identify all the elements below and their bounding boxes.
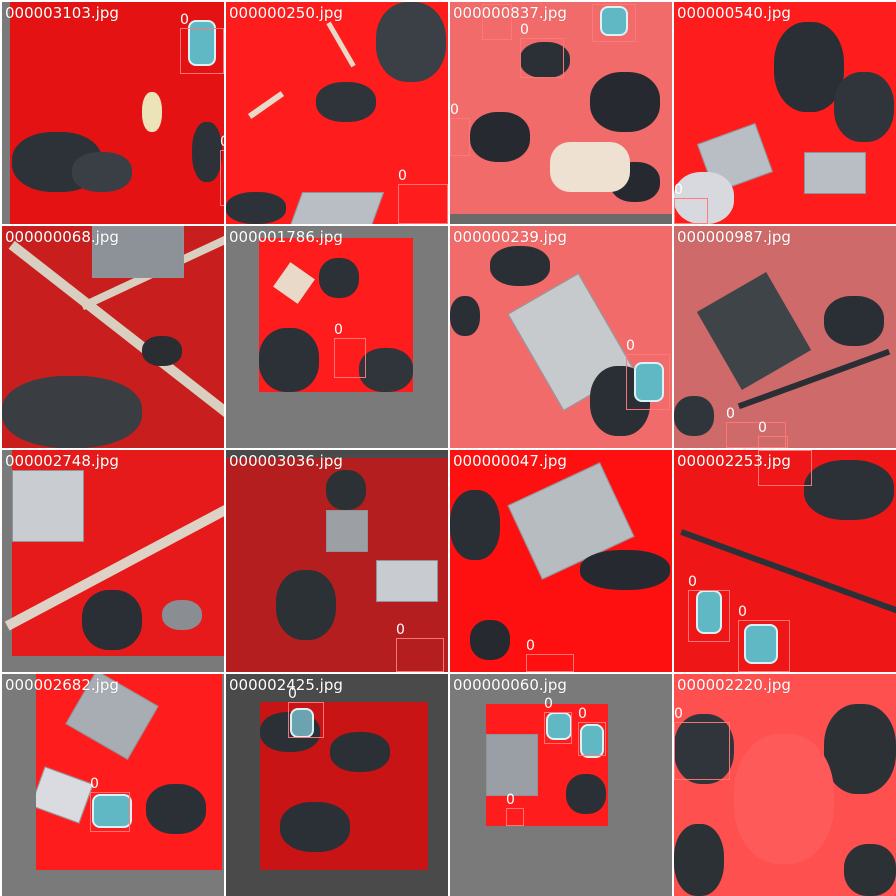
bounding-box-icon: 0: [544, 696, 572, 744]
tile-filename: 000000060.jpg: [453, 676, 567, 694]
box-label: 0: [90, 776, 99, 792]
tile-000002253[interactable]: 000002253.jpg 0 0 0: [674, 450, 896, 672]
bounding-box-icon: 0: [674, 706, 730, 780]
tile-000002682[interactable]: 000002682.jpg 0: [2, 674, 224, 896]
tile-000000540[interactable]: 000000540.jpg 0: [674, 2, 896, 224]
box-label: 0: [738, 604, 747, 620]
tile-filename: 000003036.jpg: [229, 452, 343, 470]
tile-filename: 000002682.jpg: [5, 676, 119, 694]
bounding-box-icon: 0: [738, 604, 790, 672]
bounding-box-icon: 0: [758, 420, 788, 448]
bounding-box-icon: 0: [334, 322, 366, 378]
box-label: 0: [726, 406, 735, 422]
tile-filename: 000000540.jpg: [677, 4, 791, 22]
tile-filename: 000000068.jpg: [5, 228, 119, 246]
box-label: 0: [592, 2, 601, 4]
box-label: 0: [334, 322, 343, 338]
bounding-box-icon: 0: [398, 168, 448, 224]
bounding-box-icon: 0: [688, 574, 730, 642]
bounding-box-icon: 0: [526, 638, 574, 672]
bounding-box-icon: 0: [626, 338, 670, 410]
tile-000002748[interactable]: 000002748.jpg: [2, 450, 224, 672]
box-label: 0: [396, 622, 405, 638]
box-label: 0: [482, 2, 491, 4]
tile-filename: 000002425.jpg: [229, 676, 343, 694]
tile-000003036[interactable]: 000003036.jpg 0: [226, 450, 448, 672]
tile-filename: 000000250.jpg: [229, 4, 343, 22]
tile-000000060[interactable]: 000000060.jpg 0 0 0: [450, 674, 672, 896]
bounding-box-icon: 0: [180, 12, 224, 74]
bounding-box-icon: 0: [288, 686, 324, 738]
tile-000002425[interactable]: 000002425.jpg 0: [226, 674, 448, 896]
bounding-box-icon: 0: [450, 102, 470, 156]
tile-000000068[interactable]: 000000068.jpg: [2, 226, 224, 448]
box-label: 0: [688, 574, 697, 590]
box-label: 0: [288, 686, 297, 702]
tile-filename: 000000987.jpg: [677, 228, 791, 246]
box-label: 0: [544, 696, 553, 712]
box-label: 0: [450, 102, 459, 118]
tile-filename: 000002253.jpg: [677, 452, 791, 470]
tile-filename: 000002748.jpg: [5, 452, 119, 470]
tile-filename: 000003103.jpg: [5, 4, 119, 22]
box-label: 0: [520, 22, 529, 38]
bounding-box-icon: 0: [220, 134, 224, 206]
tile-filename: 000002220.jpg: [677, 676, 791, 694]
box-label: 0: [578, 706, 587, 722]
tile-000000987[interactable]: 000000987.jpg 0 0: [674, 226, 896, 448]
bounding-box-icon: 0: [506, 792, 524, 826]
bounding-box-icon: 0: [90, 776, 130, 832]
box-label: 0: [506, 792, 515, 808]
bounding-box-icon: 0: [578, 706, 606, 756]
box-label: 0: [180, 12, 189, 28]
bounding-box-icon: 0: [726, 406, 786, 448]
box-label: 0: [398, 168, 407, 184]
box-label: 0: [674, 706, 683, 722]
tile-000000837[interactable]: 000000837.jpg 0 0 0 0: [450, 2, 672, 224]
box-label: 0: [674, 182, 683, 198]
tile-000003103[interactable]: 000003103.jpg 0 0: [2, 2, 224, 224]
tile-000001786[interactable]: 000001786.jpg 0: [226, 226, 448, 448]
tile-000000239[interactable]: 000000239.jpg 0: [450, 226, 672, 448]
tile-000000250[interactable]: 000000250.jpg 0: [226, 2, 448, 224]
tile-filename: 000000239.jpg: [453, 228, 567, 246]
box-label: 0: [626, 338, 635, 354]
bounding-box-icon: 0: [482, 2, 512, 40]
tile-filename: 000000047.jpg: [453, 452, 567, 470]
bounding-box-icon: 0: [674, 182, 708, 224]
tile-filename: 000000837.jpg: [453, 4, 567, 22]
bounding-box-icon: 0: [758, 450, 812, 486]
tile-000002220[interactable]: 000002220.jpg 0: [674, 674, 896, 896]
box-label: 0: [758, 420, 767, 436]
tile-000000047[interactable]: 000000047.jpg 0: [450, 450, 672, 672]
box-label: 0: [526, 638, 535, 654]
bounding-box-icon: 0: [396, 622, 444, 672]
tile-filename: 000001786.jpg: [229, 228, 343, 246]
bounding-box-icon: 0: [520, 22, 564, 78]
box-label: 0: [220, 134, 224, 150]
bounding-box-icon: 0: [592, 2, 636, 42]
